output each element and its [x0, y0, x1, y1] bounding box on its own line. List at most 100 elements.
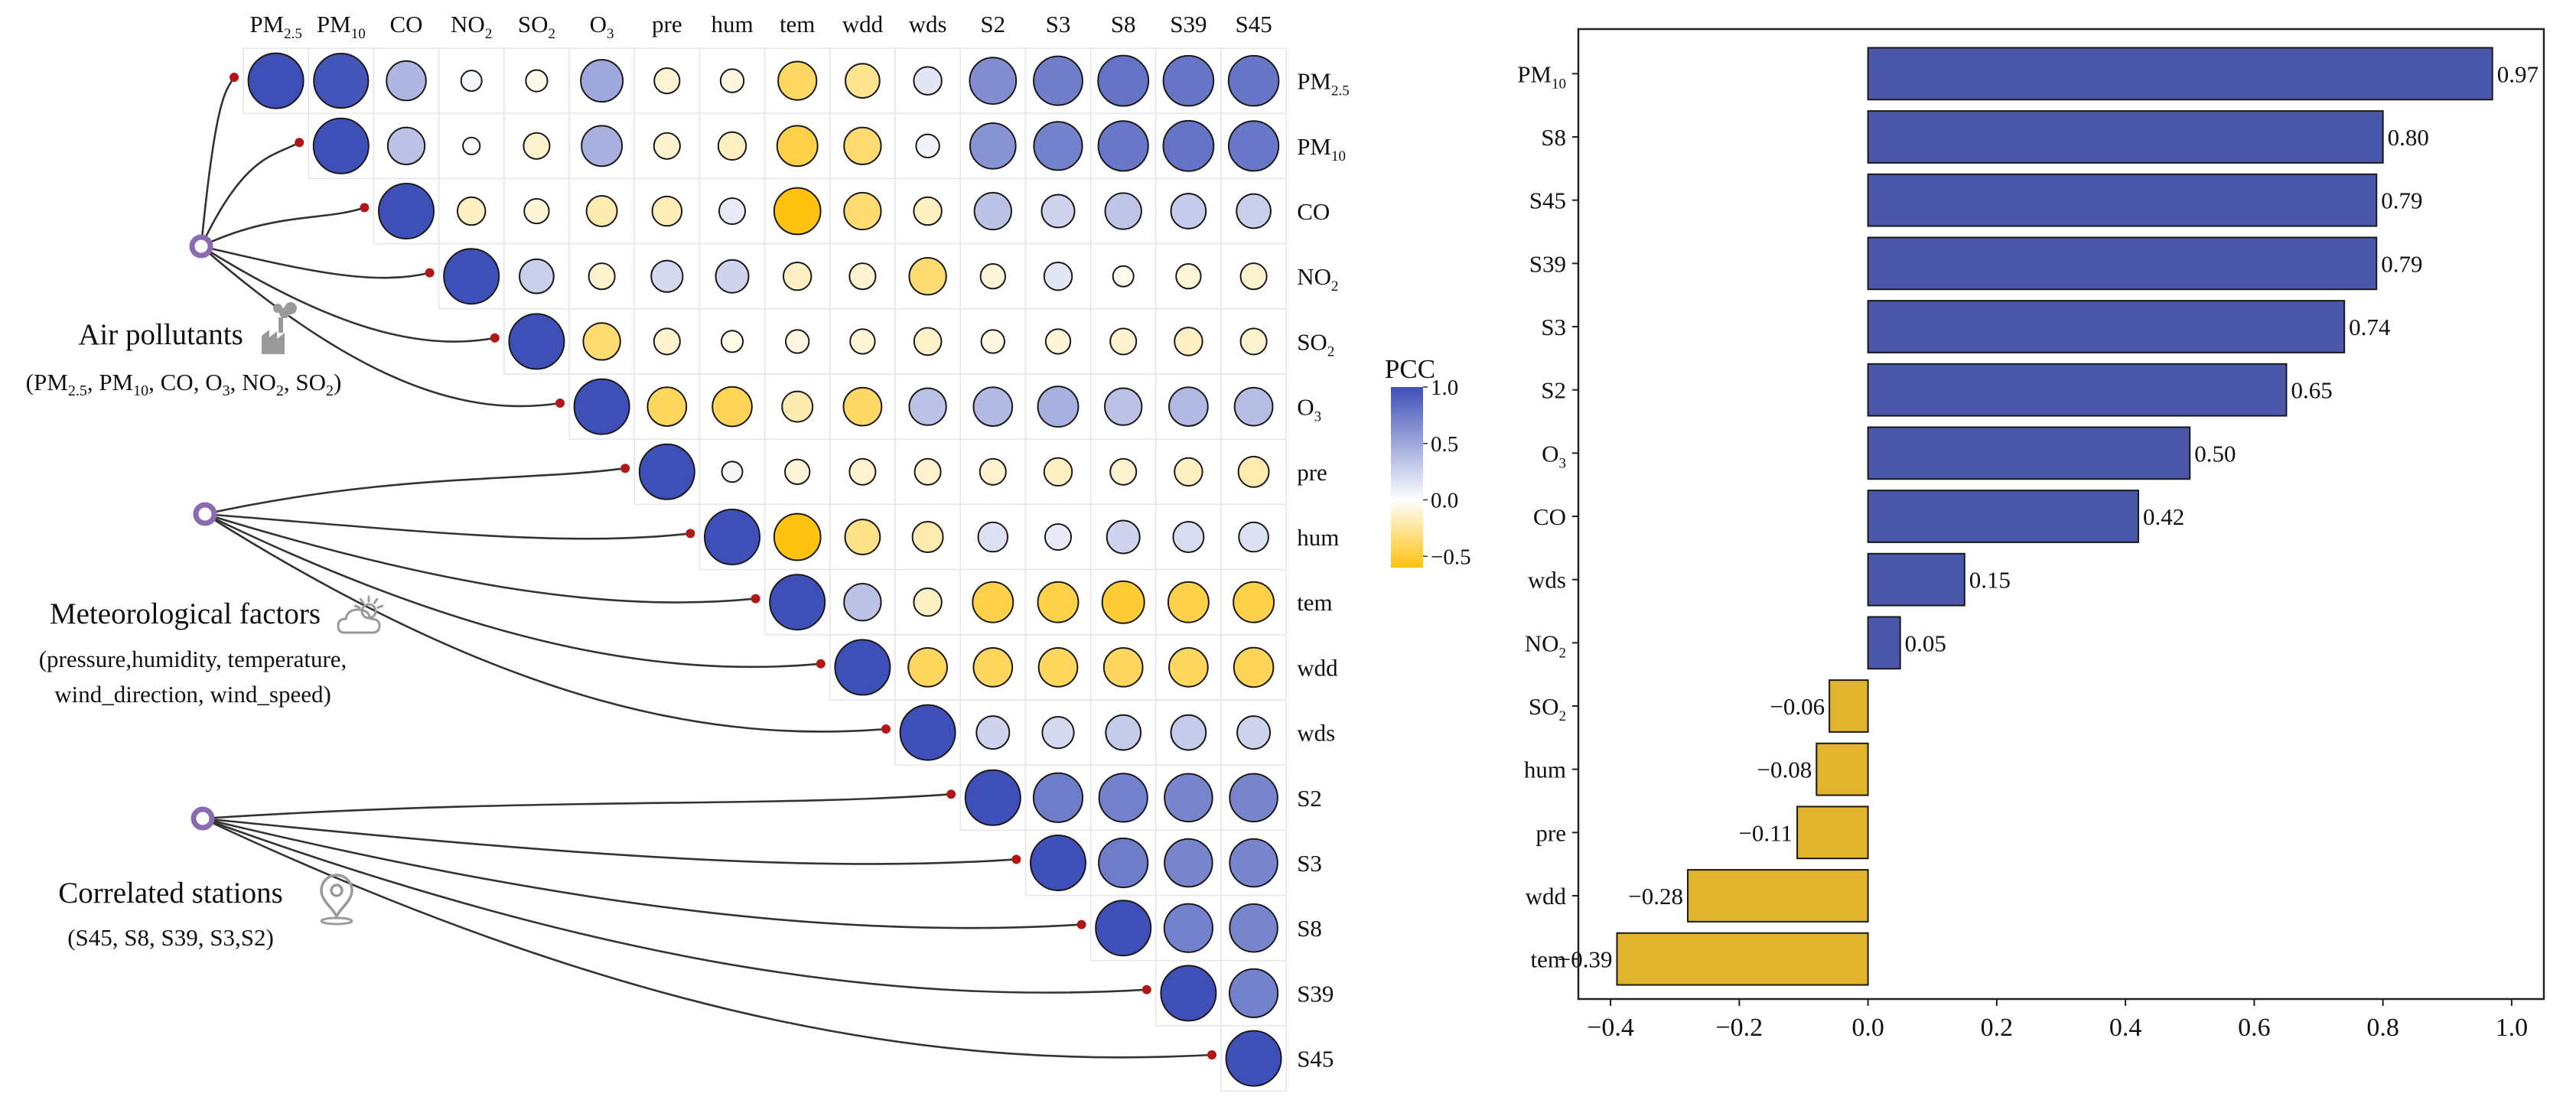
pcc-circle-CO-wds: [913, 196, 943, 226]
pcc-circle-CO-tem: [773, 187, 822, 236]
pcc-circle-PM2.5-O3: [580, 59, 624, 103]
pcc-circle-wds-S8: [1105, 714, 1142, 751]
pcc-circle-CO-SO2: [523, 197, 550, 225]
colorbar-title: PCC: [1385, 354, 1435, 384]
column-label-S8: S8: [1111, 11, 1136, 37]
column-label-S3: S3: [1046, 11, 1071, 37]
y-tick-label-CO: CO: [1533, 503, 1566, 530]
pcc-circle-PM10-wds: [915, 133, 940, 159]
pcc-circle-O3-hum: [712, 386, 753, 428]
value-label-pre: −0.11: [1738, 819, 1793, 846]
pcc-circle-NO2-tem: [782, 261, 813, 291]
x-tick-label: 0.8: [2366, 1014, 2399, 1042]
pcc-circle-PM2.5-SO2: [525, 69, 549, 93]
pcc-circle-O3-S45: [1233, 386, 1274, 427]
row-label-PM10: PM10: [1297, 133, 1346, 164]
weather-cloud-sun-icon: [337, 595, 384, 634]
row-label-CO: CO: [1297, 198, 1330, 225]
map-pin-icon: [320, 874, 353, 926]
pcc-circle-SO2-SO2: [508, 313, 565, 370]
connector-endpoint: [230, 73, 239, 82]
pcc-circle-PM10-S2: [969, 122, 1017, 170]
pcc-circle-wds-S3: [1041, 715, 1075, 750]
pcc-circle-pre-S3: [1043, 457, 1073, 487]
bar-tem: [1616, 932, 1869, 986]
pcc-circle-O3-S2: [972, 386, 1014, 427]
pcc-circle-PM2.5-wds: [913, 66, 943, 96]
pcc-circle-NO2-O3: [588, 262, 616, 291]
pcc-circle-O3-wdd: [842, 386, 883, 427]
connector-line: [204, 513, 821, 669]
column-label-pre: pre: [652, 11, 682, 37]
row-label-S39: S39: [1297, 980, 1334, 1007]
pcc-circle-PM2.5-S45: [1227, 54, 1280, 107]
connector-line: [204, 513, 756, 604]
pcc-circle-S3-S8: [1098, 837, 1149, 889]
row-label-S8: S8: [1297, 915, 1322, 942]
connector-endpoint: [490, 333, 500, 343]
bar-PM10: [1867, 47, 2493, 101]
column-label-S39: S39: [1170, 11, 1207, 37]
pcc-circle-NO2-wds: [908, 257, 947, 296]
column-label-NO2: NO2: [451, 11, 492, 42]
connector-endpoint: [425, 268, 435, 278]
value-label-tem: −0.39: [1558, 946, 1613, 973]
pcc-circle-pre-wds: [913, 457, 942, 486]
connector-line: [202, 817, 1213, 1059]
bar-O3: [1867, 426, 2191, 480]
meteorological-factors-title: Meteorological factors: [50, 597, 321, 630]
connector-line: [202, 817, 1017, 865]
pcc-circle-CO-O3: [585, 195, 618, 227]
connector-endpoint: [1011, 854, 1021, 864]
pcc-circle-tem-tem: [769, 574, 826, 631]
pcc-circle-wds-S45: [1236, 715, 1272, 750]
pcc-circle-hum-S39: [1172, 521, 1205, 553]
value-label-NO2: 0.05: [1905, 630, 1946, 656]
colorbar-tick-label: 0.5: [1431, 432, 1458, 457]
pcc-circle-SO2-S45: [1239, 327, 1268, 356]
pcc-circle-S3-S39: [1164, 838, 1213, 888]
connector-line: [202, 817, 1082, 929]
pcc-circle-hum-wds: [911, 521, 944, 553]
pcc-circle-SO2-wdd: [849, 328, 876, 355]
bar-S45: [1867, 173, 2378, 227]
pcc-circle-O3-S3: [1037, 386, 1080, 428]
column-label-PM10: PM10: [317, 11, 366, 42]
bar-chart: PM10 0.97 S8 0.80 S45 0.79 S39 0.79 S3 0.74 S2 0.65…: [1517, 28, 2545, 1042]
pcc-circle-CO-wdd: [843, 191, 882, 231]
pcc-circle-O3-O3: [573, 378, 630, 435]
pcc-circle-CO-S45: [1236, 193, 1272, 229]
y-tick-label-hum: hum: [1524, 757, 1566, 783]
pcc-circle-PM2.5-NO2: [460, 70, 483, 93]
pcc-circle-SO2-S8: [1109, 327, 1138, 356]
pcc-circle-hum-S2: [977, 521, 1009, 553]
bar-CO: [1867, 490, 2139, 543]
bar-wdd: [1687, 869, 1869, 923]
pcc-circle-CO-S39: [1170, 193, 1207, 229]
value-label-wds: 0.15: [1969, 567, 2011, 594]
y-tick-label-S3: S3: [1541, 314, 1566, 340]
column-label-PM2.5: PM2.5: [249, 11, 302, 42]
pcc-circle-wdd-S3: [1037, 647, 1079, 688]
pcc-circle-PM10-S39: [1162, 119, 1215, 172]
pcc-circle-NO2-S45: [1239, 262, 1268, 291]
pcc-circle-wdd-S2: [972, 647, 1014, 688]
row-label-wds: wds: [1297, 720, 1335, 747]
correlated-stations-node: [191, 806, 215, 831]
pcc-circle-tem-S39: [1167, 581, 1210, 623]
connector-line: [204, 467, 626, 516]
pcc-circle-S2-S2: [964, 769, 1021, 826]
pcc-circle-O3-wds: [908, 387, 947, 426]
correlation-heatmap: PM2.5 PM10 CO NO2 SO2 O3 pre hum tem wdd wds S2 S3 S8…: [243, 11, 1350, 1092]
pcc-circle-PM10-NO2: [462, 136, 481, 155]
column-label-tem: tem: [780, 11, 816, 37]
connector-endpoint: [620, 464, 630, 474]
pcc-circle-wds-wds: [899, 704, 956, 761]
correlated-stations-title: Correlated stations: [58, 877, 283, 910]
pcc-circle-CO-S8: [1104, 192, 1142, 230]
bar-S39: [1867, 236, 2378, 291]
pcc-circle-pre-S45: [1237, 455, 1270, 488]
pcc-circle-S39-S39: [1160, 965, 1217, 1022]
